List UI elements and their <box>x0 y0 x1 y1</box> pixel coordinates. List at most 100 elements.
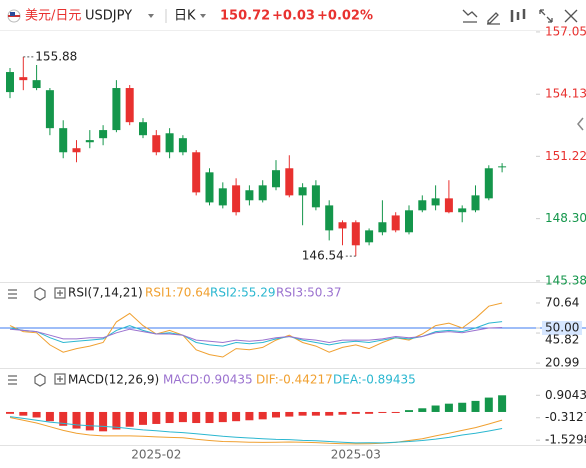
candle-body <box>471 195 480 211</box>
macd-bar <box>458 402 467 412</box>
macd-bar <box>498 395 507 412</box>
macd-bar <box>471 400 480 412</box>
toggle-icon[interactable] <box>57 376 63 382</box>
macd-bar <box>325 411 334 416</box>
macd-line <box>9 417 503 445</box>
y-tick-label: 148.30 <box>545 211 586 225</box>
legend-entry: RSI2:55.29 <box>210 286 276 300</box>
flag-icon <box>7 9 21 23</box>
macd-bar <box>272 411 280 418</box>
macd-bar <box>338 411 347 415</box>
candle-body <box>45 90 54 129</box>
pair-name[interactable]: 美元/日元 <box>25 9 81 24</box>
candle-body <box>205 172 214 203</box>
close-icon[interactable] <box>564 9 578 23</box>
y-tick-label: 157.05 <box>545 24 586 38</box>
y-tick-label: 154.13 <box>545 87 586 101</box>
candle-icon[interactable] <box>510 9 526 22</box>
toggle-icon[interactable] <box>54 373 66 385</box>
macd-bar <box>444 403 453 412</box>
indicator-icon[interactable] <box>462 9 478 23</box>
expand-icon[interactable] <box>539 9 553 23</box>
candle-body <box>72 148 81 153</box>
candle-body <box>32 80 41 89</box>
macd-bar <box>365 411 374 414</box>
legend-entry: DIF:-0.44217 <box>256 373 333 387</box>
toggle-icon[interactable] <box>57 290 63 296</box>
panel-title: RSI(7,14,21) <box>68 286 143 300</box>
toggle-icon[interactable] <box>54 287 66 299</box>
candle-body <box>99 130 108 139</box>
y-tick-label: 151.22 <box>545 149 586 163</box>
candle-body <box>232 185 241 213</box>
candle-body <box>85 140 94 143</box>
macd-bar <box>431 405 440 412</box>
candle-body <box>59 128 68 153</box>
candle-body <box>152 135 161 153</box>
macd-bar <box>59 411 68 426</box>
menu-icon[interactable] <box>8 289 17 299</box>
candle-body <box>125 88 134 123</box>
candle-body <box>112 88 121 131</box>
settings-icon[interactable] <box>34 373 46 387</box>
candle-body <box>484 168 493 199</box>
macd-bar <box>112 411 121 430</box>
y-tick-label: 45.82 <box>545 332 579 346</box>
panel-title: MACD(12,26,9) <box>68 373 159 387</box>
legend-entry: MACD:0.90435 <box>163 373 253 387</box>
macd-bar <box>298 411 307 416</box>
dropdown-icon[interactable] <box>200 14 206 18</box>
candle-body <box>458 208 467 213</box>
macd-bar <box>378 411 387 413</box>
macd-bar <box>285 411 294 417</box>
legend-entry: DEA:-0.89435 <box>333 373 416 387</box>
dropdown-icon[interactable] <box>148 14 154 18</box>
macd-bar <box>232 411 241 422</box>
label-highlight <box>542 320 582 335</box>
macd-bar <box>99 411 108 432</box>
macd-bar <box>205 411 214 424</box>
candle-body <box>245 190 254 201</box>
candle-body <box>431 198 440 206</box>
change-percent: +0.02% <box>317 9 373 24</box>
candle-body <box>391 215 400 231</box>
legend-entry: RSI1:70.64 <box>145 286 211 300</box>
candle-body <box>378 222 387 233</box>
rsi-line <box>9 302 503 358</box>
legend-entry: RSI3:50.37 <box>276 286 342 300</box>
menu-icon[interactable] <box>8 375 17 385</box>
y-tick-label: 20.99 <box>545 356 579 370</box>
candle-body <box>405 210 413 233</box>
y-tick-label: 50.00 <box>545 320 579 334</box>
macd-bar <box>484 397 493 412</box>
y-tick-label: 145.38 <box>545 273 586 287</box>
period[interactable]: 日K <box>174 9 196 24</box>
y-tick-label: -0.31276 <box>545 410 586 424</box>
draw-icon[interactable] <box>487 12 500 25</box>
macd-bar <box>311 411 320 416</box>
macd-bar <box>405 410 413 412</box>
candle-body <box>311 185 320 208</box>
price: 150.72 <box>220 9 270 24</box>
macd-bar <box>19 411 28 416</box>
candle-body <box>325 205 334 231</box>
macd-bar <box>45 411 54 422</box>
macd-bar <box>391 411 400 413</box>
macd-bar <box>32 411 41 418</box>
collapse-arrow[interactable] <box>577 117 584 131</box>
candle-body <box>139 122 147 136</box>
candle-body <box>218 188 227 206</box>
y-tick-label: 0.90435 <box>545 388 586 402</box>
candle-body <box>165 133 174 153</box>
candle-body <box>498 166 507 168</box>
x-tick-label: 2025-02 <box>131 448 181 462</box>
macd-bar <box>165 411 174 424</box>
macd-bar <box>178 411 187 423</box>
symbol[interactable]: USDJPY <box>85 9 132 24</box>
macd-bar <box>258 411 267 420</box>
high-annotation: 155.88 <box>35 49 77 63</box>
y-tick-label: -1.52986 <box>545 433 586 447</box>
macd-bar <box>152 411 161 424</box>
settings-icon[interactable] <box>34 287 46 301</box>
